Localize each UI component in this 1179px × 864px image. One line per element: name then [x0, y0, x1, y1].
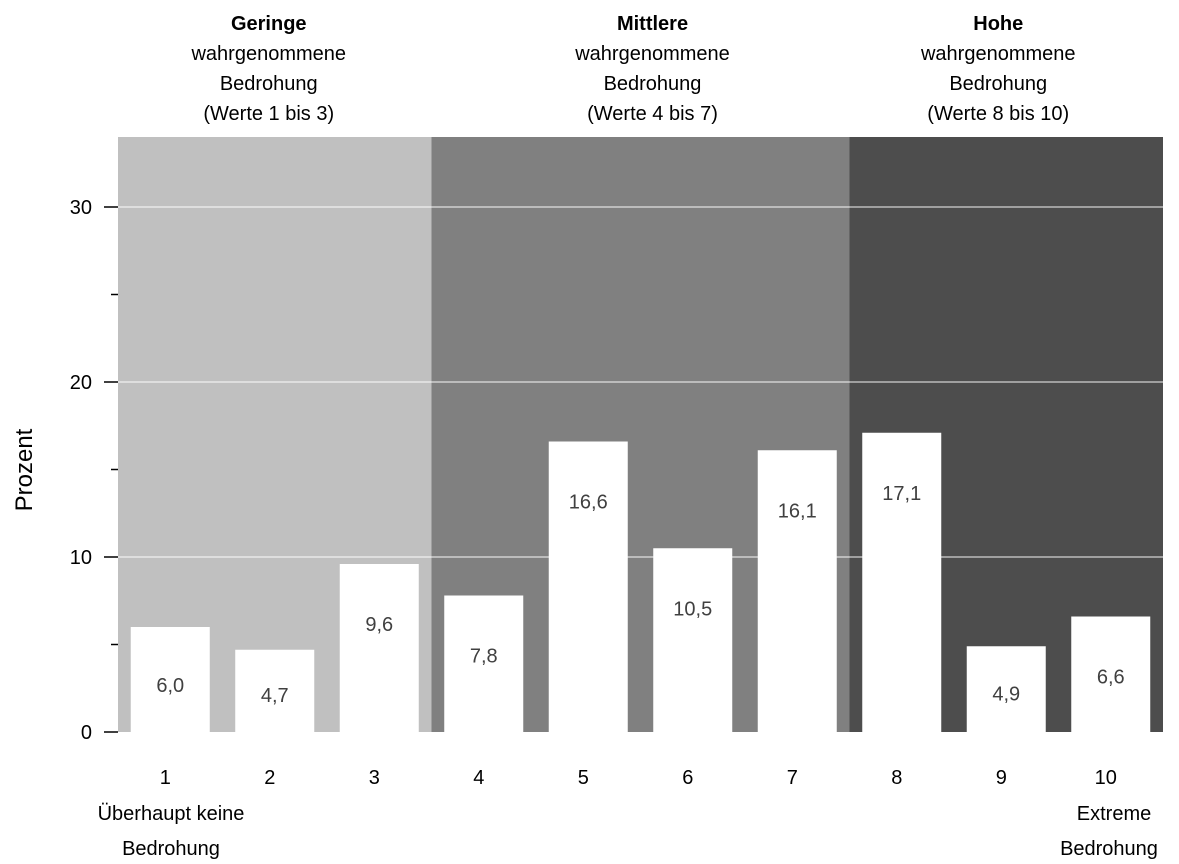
bar-value-label-2: 4,7 — [261, 685, 289, 707]
group-title-2: Mittlere — [617, 13, 688, 35]
x-tick-label-4: 4 — [473, 767, 484, 789]
group-subtitle-2-1: wahrgenommene — [574, 43, 730, 65]
group-subtitle-1-1: wahrgenommene — [190, 43, 346, 65]
bar-7 — [757, 450, 837, 732]
group-subtitle-2-2: Bedrohung — [604, 73, 702, 95]
x-tick-label-8: 8 — [891, 767, 902, 789]
bar-value-label-9: 4,9 — [992, 683, 1020, 705]
group-subtitle-3-1: wahrgenommene — [920, 43, 1076, 65]
x-tick-label-1: 1 — [160, 767, 171, 789]
x-axis: 1 2 3 4 5 6 7 8 9 10 Überhaupt keine Bedrohung Extre… — [98, 767, 1158, 860]
y-tick-label-20: 20 — [70, 372, 92, 394]
bar-4 — [444, 595, 524, 732]
bar-2 — [235, 649, 315, 732]
x-tick-label-7: 7 — [787, 767, 798, 789]
y-tick-label-30: 30 — [70, 197, 92, 219]
y-tick-label-0: 0 — [81, 722, 92, 744]
y-axis-label: Prozent — [11, 428, 38, 511]
x-tick-label-5: 5 — [578, 767, 589, 789]
bar-value-label-4: 7,8 — [470, 646, 498, 668]
x-tick-label-9: 9 — [996, 767, 1007, 789]
group-subtitle-3-3: (Werte 8 bis 10) — [927, 103, 1069, 125]
bar-1 — [130, 627, 210, 732]
bar-value-label-1: 6,0 — [156, 675, 184, 697]
bar-5 — [548, 441, 628, 732]
bar-value-label-3: 9,6 — [365, 614, 393, 636]
bar-value-label-8: 17,1 — [882, 483, 921, 505]
bar-value-label-5: 16,6 — [569, 492, 608, 514]
group-subtitle-3-2: Bedrohung — [949, 73, 1047, 95]
group-subtitle-1-2: Bedrohung — [220, 73, 318, 95]
bar-value-label-10: 6,6 — [1097, 667, 1125, 689]
group-titles: Geringe wahrgenommene Bedrohung (Werte 1 bi… — [190, 13, 1075, 125]
bar-6 — [653, 548, 733, 732]
x-tick-label-10: 10 — [1095, 767, 1117, 789]
gridlines — [118, 206, 1163, 558]
x-tick-label-6: 6 — [682, 767, 693, 789]
x-end-label-left-2: Bedrohung — [122, 838, 220, 860]
x-end-label-left-1: Überhaupt keine — [98, 803, 245, 825]
bars — [130, 432, 1151, 732]
group-title-3: Hohe — [973, 13, 1023, 35]
y-axis: 0 10 20 30 — [70, 197, 118, 744]
group-subtitle-2-3: (Werte 4 bis 7) — [587, 103, 718, 125]
bar-3 — [339, 564, 419, 732]
bar-value-label-7: 16,1 — [778, 500, 817, 522]
bar-value-label-6: 10,5 — [673, 598, 712, 620]
group-title-1: Geringe — [231, 13, 307, 35]
x-tick-label-3: 3 — [369, 767, 380, 789]
bar-8 — [862, 432, 942, 732]
group-background-bands — [118, 137, 1163, 732]
x-end-label-right-1: Extreme — [1077, 803, 1151, 825]
x-end-label-right-2: Bedrohung — [1060, 838, 1158, 860]
bar-value-labels: 6,0 4,7 9,6 7,8 16,6 10,5 16,1 17,1 4,9 6,6 — [156, 483, 1124, 707]
x-tick-label-2: 2 — [264, 767, 275, 789]
bar-10 — [1071, 616, 1151, 732]
group-subtitle-1-3: (Werte 1 bis 3) — [203, 103, 334, 125]
y-tick-label-10: 10 — [70, 547, 92, 569]
bar-9 — [966, 646, 1046, 732]
